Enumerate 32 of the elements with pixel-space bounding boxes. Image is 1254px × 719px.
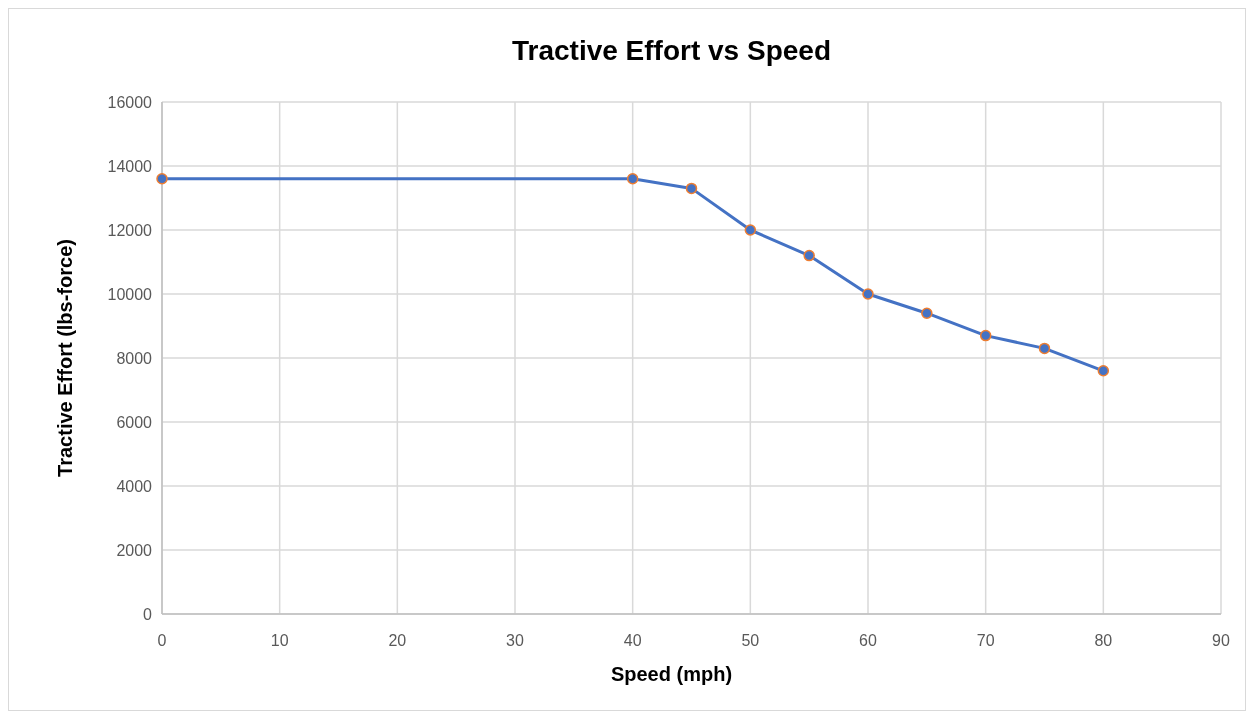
x-tick-label: 50 [741, 632, 760, 649]
point [803, 249, 815, 262]
y-tick-label: 2000 [116, 541, 153, 559]
x-tick-label: 60 [859, 632, 877, 649]
y-axis-title: Tractive Effort (lbs-force) [54, 239, 76, 477]
y-tick-label: 12000 [107, 221, 153, 239]
point [744, 224, 757, 236]
point [685, 182, 698, 195]
point [626, 173, 639, 185]
x-tick-label: 40 [623, 632, 642, 649]
point [1038, 342, 1051, 355]
x-tick-label: 30 [506, 632, 524, 649]
chart-title: Tractive Effort vs Speed [511, 35, 832, 66]
point [979, 329, 992, 342]
x-tick-label: 0 [157, 632, 167, 649]
y-tick-label: 0 [143, 605, 153, 623]
point [862, 288, 874, 300]
x-tick-label: 10 [270, 632, 289, 649]
x-tick-label: 90 [1212, 632, 1230, 649]
y-tick-label: 10000 [107, 285, 153, 303]
x-tick-label: 20 [388, 632, 407, 649]
point [921, 307, 933, 319]
y-tick-label: 4000 [116, 477, 153, 495]
y-tick-label: 14000 [107, 157, 153, 175]
x-tick-label: 80 [1094, 632, 1113, 649]
x-tick-label: 70 [976, 632, 995, 649]
x-axis-title: Speed (mph) [610, 663, 733, 685]
point [1097, 365, 1110, 377]
point [156, 173, 168, 185]
y-tick-label: 16000 [107, 93, 153, 111]
y-tick-label: 8000 [116, 349, 153, 367]
y-tick-label: 6000 [116, 413, 153, 431]
